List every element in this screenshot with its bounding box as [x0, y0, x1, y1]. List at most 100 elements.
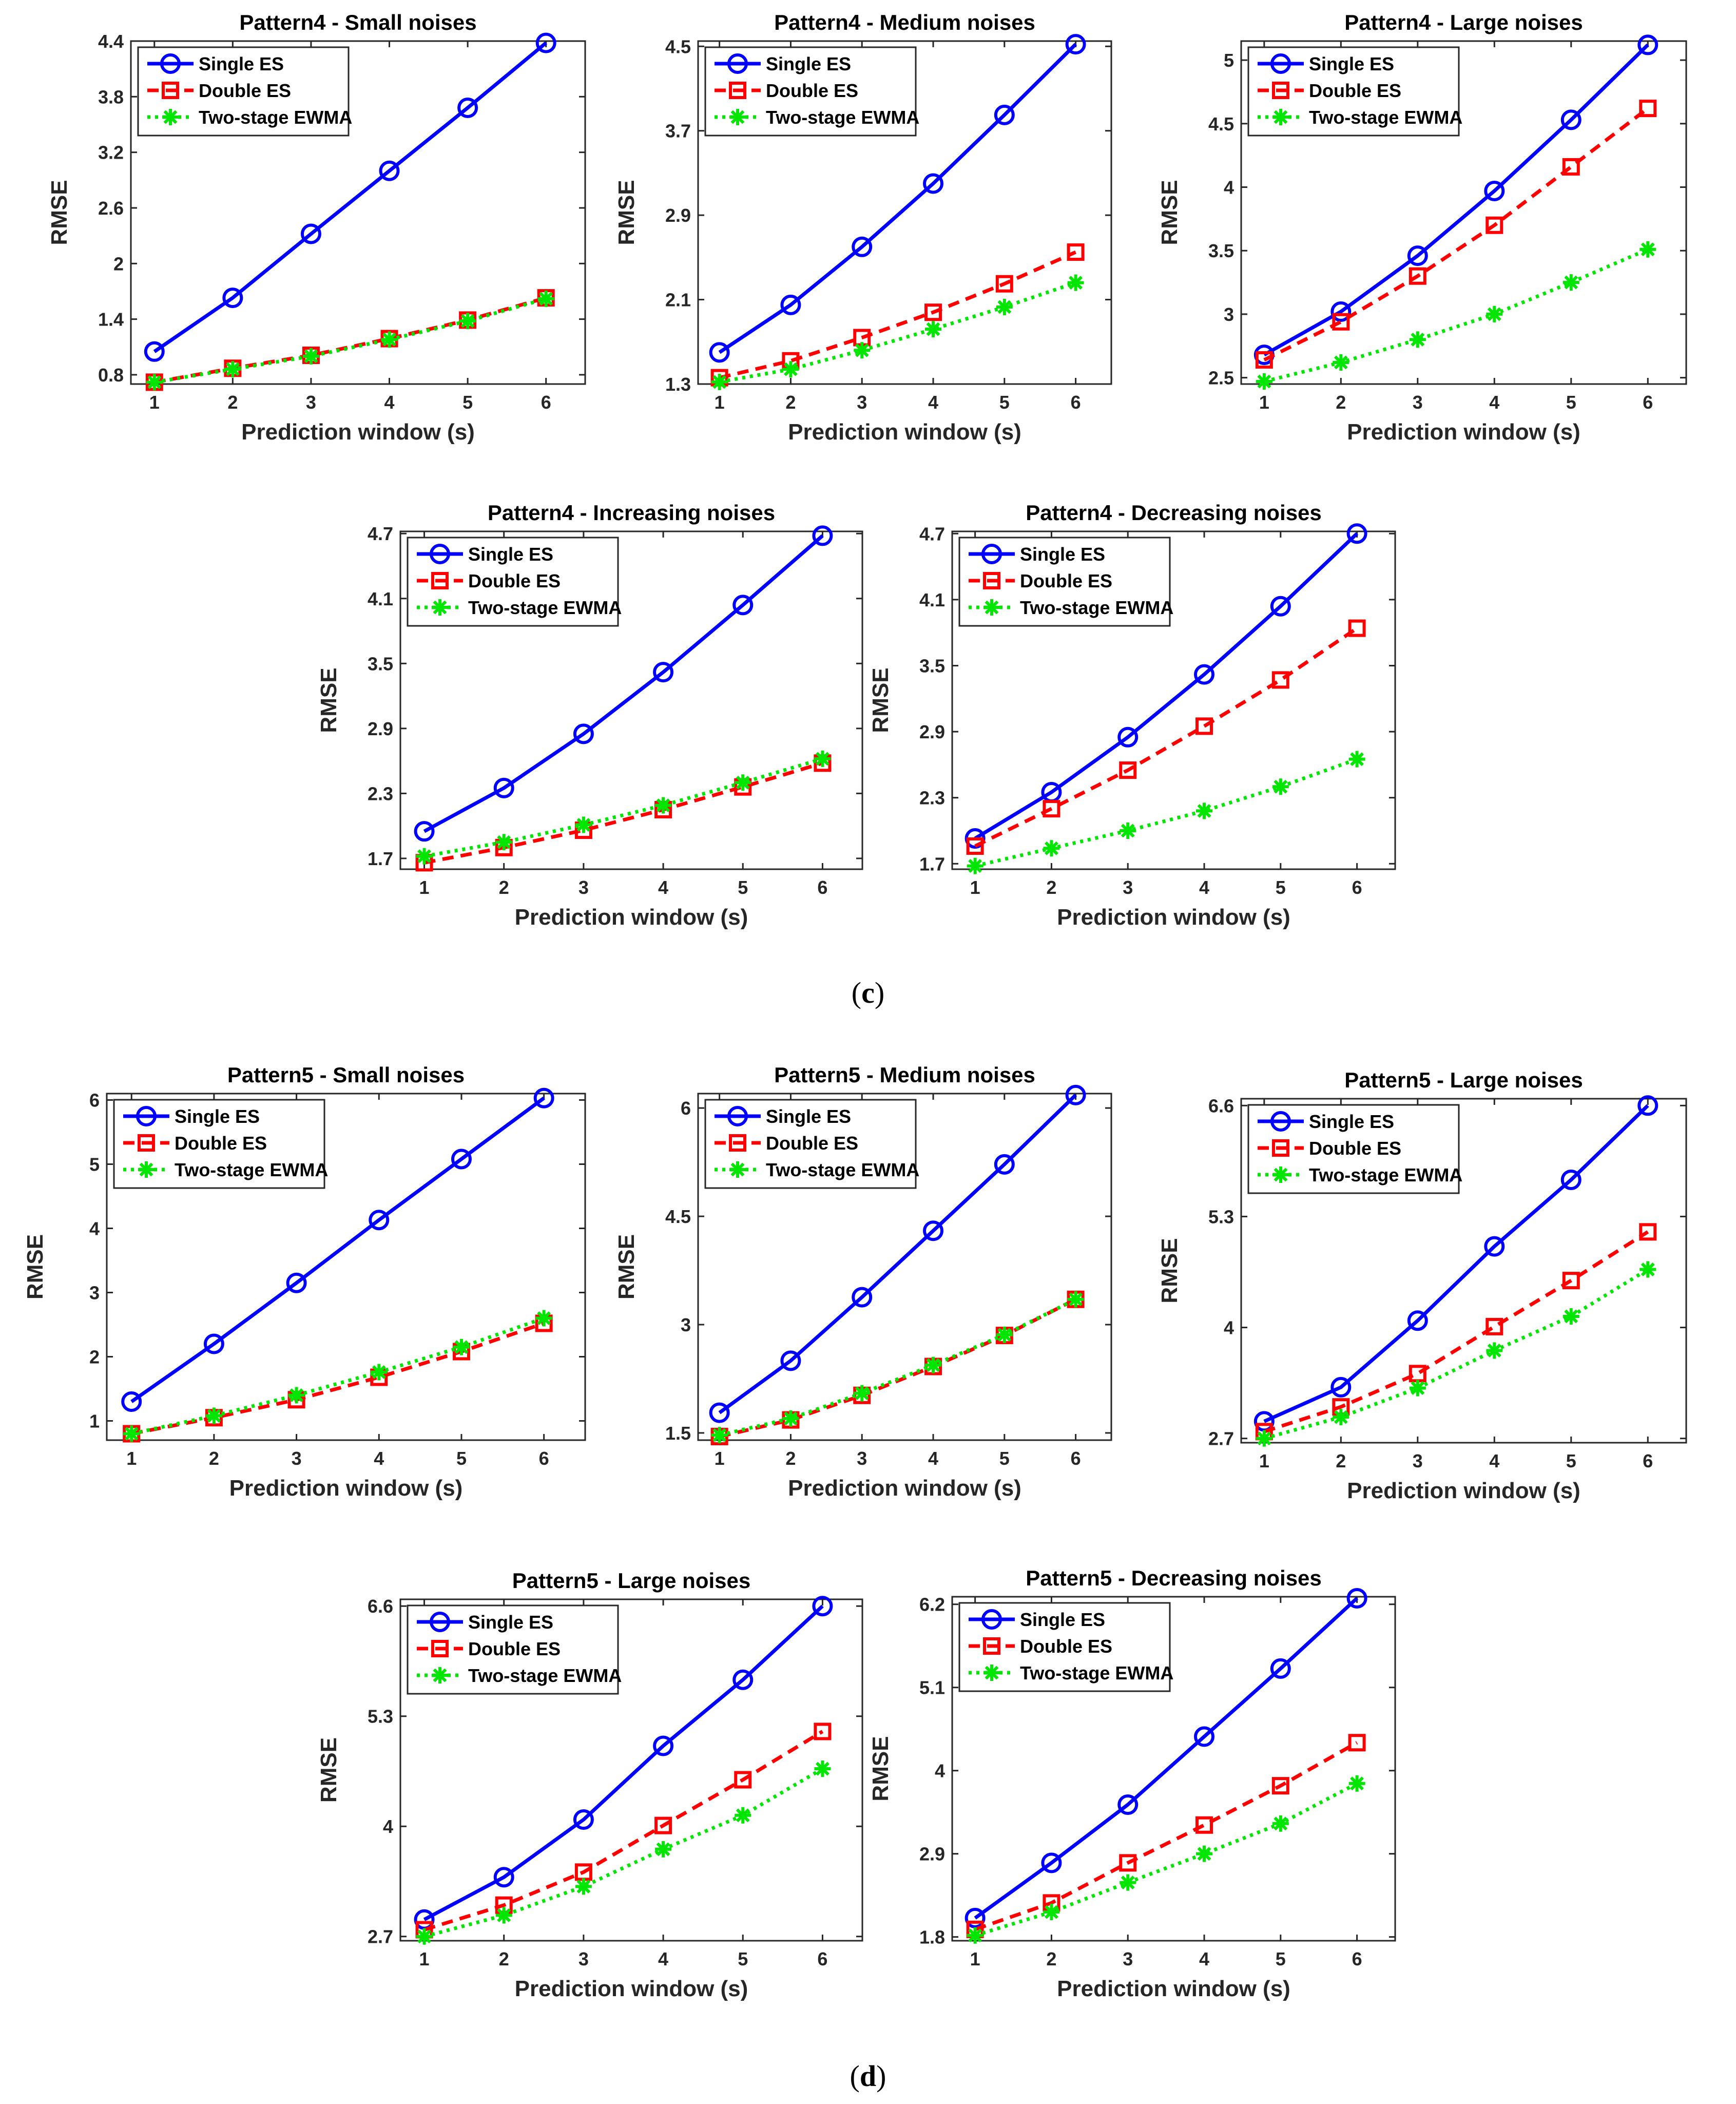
- x-axis-label: Prediction window (s): [788, 419, 1021, 445]
- legend: Single ES Double ES Two-stage EWMA: [407, 1604, 622, 1695]
- x-tick-label: 3: [292, 1448, 302, 1469]
- data-point-ewma: [1409, 331, 1426, 348]
- series-single: [709, 1084, 1086, 1423]
- legend-label: Two-stage EWMA: [766, 107, 919, 128]
- y-tick-label: 1: [89, 1411, 100, 1432]
- series-ewma: [416, 1761, 831, 1945]
- x-axis-label: Prediction window (s): [515, 1976, 748, 2001]
- data-point-ewma: [1486, 305, 1503, 322]
- x-tick-label: 4: [658, 1948, 668, 1969]
- legend-label: Single ES: [199, 53, 284, 74]
- y-tick-label: 1.7: [919, 853, 945, 874]
- legend: Single ES Double ES Two-stage EWMA: [704, 1099, 919, 1189]
- x-tick-label: 1: [1259, 1450, 1269, 1471]
- data-point-single: [533, 1087, 554, 1108]
- data-point-ewma: [1067, 1291, 1084, 1308]
- x-tick-label: 4: [928, 1448, 938, 1469]
- legend-marker-double: [729, 82, 746, 99]
- legend-label: Single ES: [766, 1106, 851, 1127]
- series-line-single: [974, 1597, 1358, 1920]
- legend-label: Single ES: [1020, 1609, 1105, 1630]
- data-point-single: [379, 160, 400, 181]
- y-tick-label: 3.5: [368, 653, 393, 674]
- legend: Single ES Double ES Two-stage EWMA: [1247, 46, 1462, 137]
- series-ewma: [711, 274, 1084, 390]
- series-double: [1255, 100, 1657, 369]
- series-line-single: [130, 1096, 545, 1403]
- legend-label: Two-stage EWMA: [175, 1159, 328, 1180]
- series-line-single: [1263, 1104, 1649, 1423]
- legend-marker-single: [981, 1609, 1002, 1630]
- data-point-double: [654, 1816, 672, 1834]
- series-line-ewma: [423, 1767, 824, 1939]
- chart-title: Pattern4 - Decreasing noises: [1026, 501, 1322, 525]
- series-ewma: [146, 290, 554, 391]
- x-axis-label: Prediction window (s): [241, 419, 475, 445]
- data-point-single: [203, 1333, 224, 1354]
- data-point-ewma: [925, 321, 942, 338]
- legend-marker-ewma: [983, 599, 1000, 616]
- data-point-ewma: [1043, 1904, 1060, 1921]
- y-tick-label: 3.5: [919, 655, 945, 676]
- data-point-single: [923, 1220, 944, 1241]
- y-tick-label: 4.5: [665, 1206, 691, 1227]
- data-point-ewma: [996, 298, 1013, 315]
- caption-c-letter: c: [861, 976, 875, 1009]
- chart-panel-2: Pattern4 - Medium noises 1 2 3 4 5 6 1.3 2.1 2.9 3…: [614, 10, 1112, 445]
- series-line-single: [974, 532, 1359, 840]
- series-ewma: [711, 1291, 1084, 1444]
- data-point-ewma: [459, 313, 476, 330]
- data-point-double: [1255, 351, 1273, 369]
- caption-d: (d): [850, 2059, 886, 2093]
- series-line-ewma: [974, 1782, 1358, 1938]
- legend-marker-double: [431, 1640, 449, 1657]
- data-point-double: [966, 837, 984, 855]
- series-line-double: [719, 250, 1077, 380]
- y-axis-label: RMSE: [868, 667, 893, 733]
- data-point-single: [1407, 245, 1428, 266]
- x-tick-label: 3: [857, 392, 867, 413]
- legend: Single ES Double ES Two-stage EWMA: [958, 537, 1173, 627]
- data-point-double: [924, 303, 942, 321]
- y-tick-label: 1.4: [98, 309, 124, 330]
- data-point-ewma: [1120, 822, 1136, 839]
- y-tick-label: 3.7: [665, 121, 691, 142]
- x-tick-label: 2: [1046, 1948, 1056, 1969]
- x-tick-label: 6: [1352, 1948, 1362, 1969]
- data-point-single: [709, 1402, 730, 1423]
- series-ewma: [1256, 1261, 1656, 1447]
- data-point-ewma: [302, 348, 319, 365]
- y-axis-label: RMSE: [316, 667, 341, 733]
- data-point-single: [121, 1391, 142, 1412]
- data-point-ewma: [1639, 241, 1656, 258]
- legend-marker-single: [1270, 53, 1291, 74]
- y-tick-label: 4.7: [368, 523, 393, 544]
- y-tick-label: 5.3: [1208, 1206, 1234, 1227]
- data-point-ewma: [854, 1385, 871, 1402]
- data-point-single: [923, 173, 944, 194]
- data-point-single: [1484, 1236, 1505, 1257]
- x-tick-label: 4: [658, 877, 668, 898]
- legend-marker-ewma: [729, 1161, 746, 1178]
- data-point-ewma: [575, 1878, 592, 1895]
- data-point-ewma: [782, 361, 799, 378]
- data-point-ewma: [735, 1807, 751, 1824]
- legend-label: Double ES: [1020, 570, 1112, 591]
- data-point-single: [369, 1210, 390, 1231]
- series-double: [966, 619, 1366, 855]
- y-tick-label: 4: [935, 1761, 945, 1782]
- data-point-ewma: [535, 1310, 552, 1327]
- series-single: [965, 523, 1367, 849]
- data-point-single: [1637, 34, 1658, 55]
- y-tick-label: 3.5: [1208, 240, 1234, 261]
- data-point-ewma: [854, 342, 871, 359]
- data-point-ewma: [1639, 1261, 1656, 1278]
- x-tick-label: 2: [785, 1448, 796, 1469]
- data-point-single: [1346, 1587, 1367, 1609]
- data-point-double: [1348, 619, 1366, 637]
- data-point-single: [1330, 301, 1352, 322]
- y-tick-label: 4.5: [665, 36, 691, 57]
- legend-marker-single: [160, 53, 181, 74]
- legend-label: Single ES: [175, 1106, 260, 1127]
